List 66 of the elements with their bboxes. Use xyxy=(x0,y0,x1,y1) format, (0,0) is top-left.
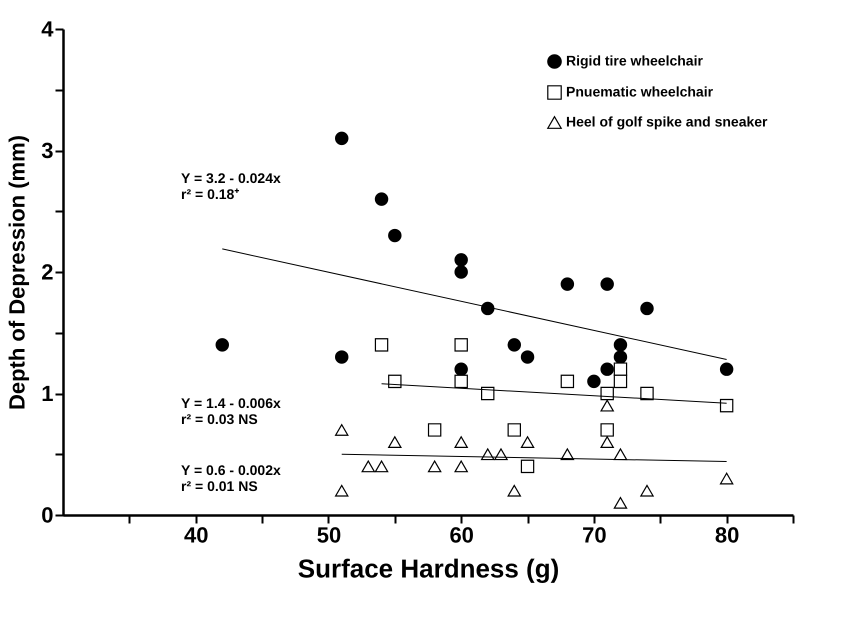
y-tick-label: 3 xyxy=(41,138,54,163)
y-tick-label: 2 xyxy=(41,260,54,284)
point xyxy=(454,265,468,279)
point xyxy=(560,277,574,291)
point xyxy=(600,362,614,376)
point xyxy=(388,436,402,448)
point xyxy=(454,460,468,472)
point xyxy=(388,228,402,242)
point xyxy=(720,398,734,412)
annotation: Y = 0.6 - 0.002x r² = 0.01 NS xyxy=(181,462,281,494)
point xyxy=(454,253,468,267)
point xyxy=(374,192,388,206)
point xyxy=(640,302,654,316)
point xyxy=(335,350,348,364)
point xyxy=(614,496,628,509)
point xyxy=(720,472,734,484)
point xyxy=(388,374,402,388)
point xyxy=(335,484,348,497)
point xyxy=(600,436,614,448)
point xyxy=(508,423,521,437)
point xyxy=(428,460,442,472)
point xyxy=(614,374,628,388)
annotation: Y = 3.2 - 0.024x r² = 0.18⁺ xyxy=(181,170,281,202)
point xyxy=(454,362,468,376)
y-tick-label: 1 xyxy=(41,381,54,406)
x-tick-label: 60 xyxy=(449,522,474,548)
x-tick-label: 70 xyxy=(582,522,607,548)
point xyxy=(600,386,614,400)
point xyxy=(640,484,654,497)
y-tick-label: 4 xyxy=(41,16,54,42)
point xyxy=(428,423,442,437)
point xyxy=(508,338,521,352)
y-tick-label: 0 xyxy=(41,502,54,528)
point xyxy=(614,362,628,376)
point xyxy=(587,374,601,388)
legend-label: Pnuematic wheelchair xyxy=(566,84,714,100)
point xyxy=(454,338,468,352)
point xyxy=(335,424,348,436)
point xyxy=(374,460,388,472)
y-axis-title: Depth of Depression (mm) xyxy=(4,134,30,410)
legend-label: Rigid tire wheelchair xyxy=(566,52,704,68)
point xyxy=(614,350,628,364)
x-tick-label: 40 xyxy=(184,522,208,548)
point xyxy=(600,423,614,437)
point xyxy=(508,484,521,497)
point xyxy=(520,350,534,364)
point xyxy=(454,436,468,448)
point xyxy=(520,460,534,474)
point xyxy=(520,436,534,448)
point xyxy=(335,132,348,146)
point xyxy=(600,400,614,412)
point xyxy=(720,362,734,376)
x-axis-title: Surface Hardness (g) xyxy=(298,554,560,584)
point xyxy=(560,374,574,388)
point xyxy=(481,302,494,316)
x-tick-label: 80 xyxy=(714,522,740,548)
point xyxy=(454,374,468,388)
point xyxy=(362,460,375,472)
legend-label: Heel of golf spike and sneaker xyxy=(566,114,768,130)
x-tick-label: 50 xyxy=(316,522,342,548)
point xyxy=(374,338,388,352)
point xyxy=(614,338,628,352)
point xyxy=(216,338,229,352)
annotation: Y = 1.4 - 0.006x r² = 0.03 NS xyxy=(181,395,281,427)
point xyxy=(600,277,614,291)
point xyxy=(481,386,494,400)
